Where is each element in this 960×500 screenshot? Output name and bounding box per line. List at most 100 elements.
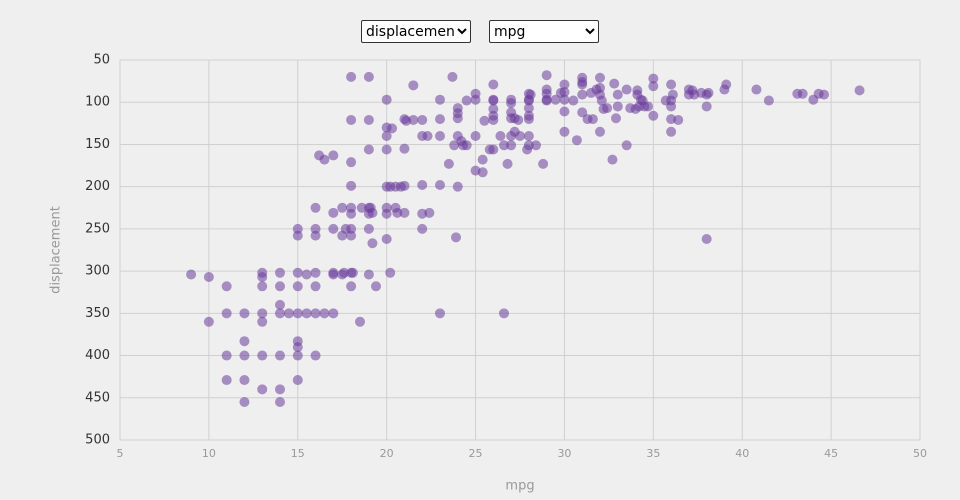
point: [721, 79, 732, 90]
x-tick-label: 15: [291, 447, 305, 460]
point: [346, 157, 357, 168]
point: [461, 140, 472, 151]
point: [355, 316, 365, 327]
point: [399, 143, 410, 154]
point: [666, 79, 677, 90]
point: [371, 281, 381, 292]
point: [337, 202, 348, 213]
point: [221, 281, 232, 292]
y-tick-label: 50: [93, 53, 110, 68]
point: [571, 135, 582, 146]
point: [257, 281, 268, 292]
point: [435, 308, 445, 319]
point: [275, 384, 285, 395]
point: [648, 81, 659, 92]
point: [607, 154, 618, 165]
point: [203, 316, 214, 327]
point: [239, 336, 250, 347]
point: [538, 158, 549, 169]
point: [559, 87, 570, 98]
point: [239, 375, 250, 386]
point: [328, 308, 339, 319]
point: [435, 179, 445, 190]
point: [292, 281, 303, 292]
point: [417, 114, 428, 125]
point: [257, 272, 268, 283]
x-tick-label: 10: [202, 447, 216, 460]
point: [381, 208, 392, 219]
point: [363, 269, 374, 280]
point: [751, 84, 762, 95]
point: [186, 269, 197, 280]
x-tick-label: 45: [824, 447, 838, 460]
point: [611, 113, 621, 124]
y-tick-label: 200: [85, 179, 110, 194]
point: [673, 114, 684, 125]
point: [452, 181, 463, 192]
point: [461, 95, 472, 106]
point: [203, 272, 214, 283]
point: [292, 350, 303, 361]
point: [346, 208, 357, 219]
y-axis-title: displacement: [49, 206, 64, 294]
point: [568, 95, 579, 106]
point: [381, 144, 392, 155]
point: [417, 179, 428, 190]
point: [356, 202, 367, 213]
point: [452, 113, 463, 124]
point: [577, 89, 588, 100]
point: [667, 89, 678, 100]
point: [283, 308, 294, 319]
point: [310, 350, 321, 361]
point: [339, 267, 349, 278]
point: [541, 95, 552, 106]
point: [346, 71, 357, 82]
point: [292, 308, 303, 319]
point: [385, 267, 396, 278]
point: [612, 89, 623, 100]
point: [399, 207, 410, 218]
point: [239, 350, 250, 361]
y-tick-label: 250: [85, 221, 110, 236]
point: [292, 342, 303, 353]
x-axis-title: mpg: [505, 479, 534, 494]
point: [502, 158, 513, 169]
point: [488, 144, 499, 155]
point: [239, 397, 250, 407]
point: [328, 207, 339, 218]
point: [559, 79, 570, 90]
point: [310, 267, 321, 278]
point: [239, 308, 250, 319]
point: [499, 140, 509, 151]
x-select[interactable]: mpg: [489, 20, 599, 43]
point: [621, 84, 632, 95]
y-tick-label: 500: [85, 433, 110, 448]
point: [408, 80, 419, 91]
point: [701, 101, 712, 112]
point: [310, 230, 321, 241]
point: [488, 95, 499, 106]
point: [612, 101, 623, 112]
point: [435, 131, 445, 141]
point: [221, 375, 232, 386]
point: [701, 234, 712, 245]
point: [381, 131, 392, 141]
point: [424, 207, 435, 218]
point: [559, 94, 570, 105]
point: [470, 94, 481, 105]
point: [577, 79, 588, 90]
point: [301, 308, 312, 319]
point: [363, 223, 374, 234]
point: [257, 350, 268, 361]
point: [367, 207, 378, 218]
point: [523, 114, 534, 125]
point: [621, 140, 632, 151]
point: [367, 238, 378, 249]
point: [854, 85, 865, 96]
point: [275, 299, 285, 310]
point: [328, 269, 339, 280]
point: [648, 73, 659, 84]
y-select[interactable]: displacement: [361, 20, 471, 43]
point: [399, 180, 410, 191]
point: [408, 114, 419, 125]
